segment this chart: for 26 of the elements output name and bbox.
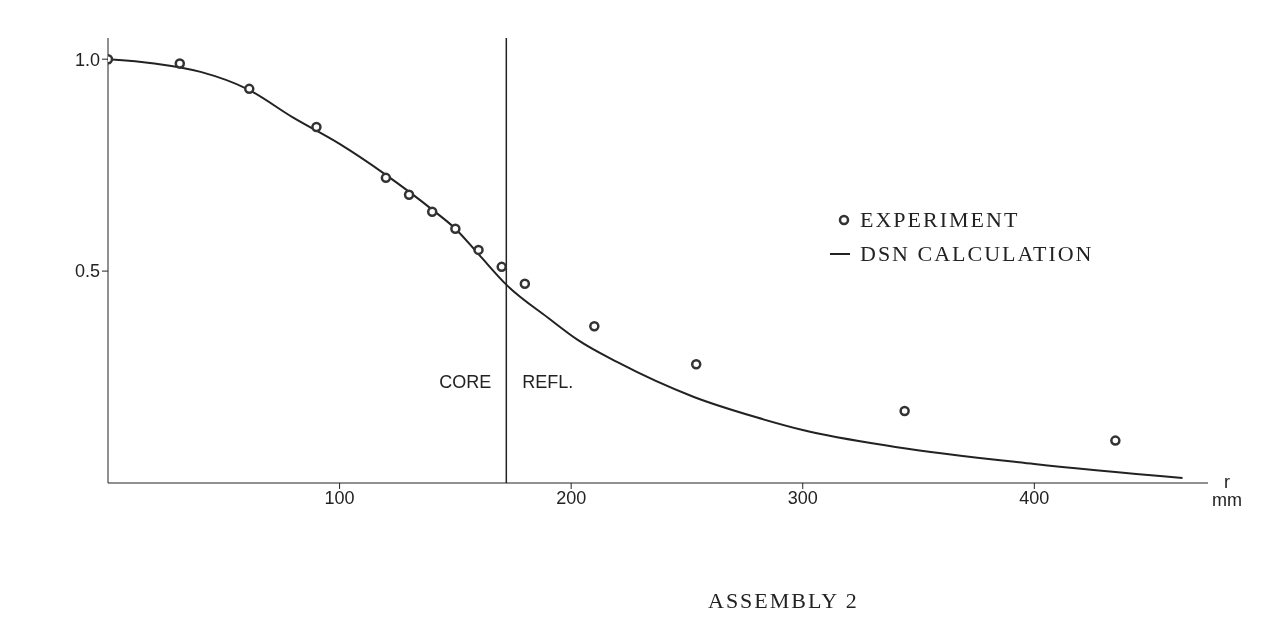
y-tick-label: 0.5 — [74, 261, 100, 282]
point — [380, 172, 392, 184]
point — [426, 206, 438, 218]
x-axis-title: r mm — [1212, 472, 1242, 510]
point — [690, 359, 702, 370]
point — [244, 83, 255, 95]
point — [450, 223, 461, 234]
legend-label: DSN CALCULATION — [860, 240, 1094, 268]
x-tick-label: 200 — [556, 487, 587, 508]
legend-label: EXPERIMENT — [860, 206, 1020, 234]
point — [496, 261, 507, 273]
point — [1110, 435, 1121, 446]
point — [589, 320, 600, 332]
annotation: REFL. — [522, 371, 574, 393]
y-tick-label: 1.0 — [74, 49, 100, 70]
text: ASSEMBLY 2 — [708, 588, 859, 614]
point — [899, 405, 910, 417]
point — [174, 58, 186, 69]
point — [473, 244, 484, 256]
point — [403, 189, 415, 201]
annotation: CORE — [438, 371, 492, 393]
x-tick-label: 100 — [324, 487, 355, 508]
point — [311, 121, 322, 133]
point — [519, 278, 531, 290]
x-tick-label: 300 — [787, 487, 818, 508]
x-tick-label: 400 — [1019, 487, 1050, 508]
